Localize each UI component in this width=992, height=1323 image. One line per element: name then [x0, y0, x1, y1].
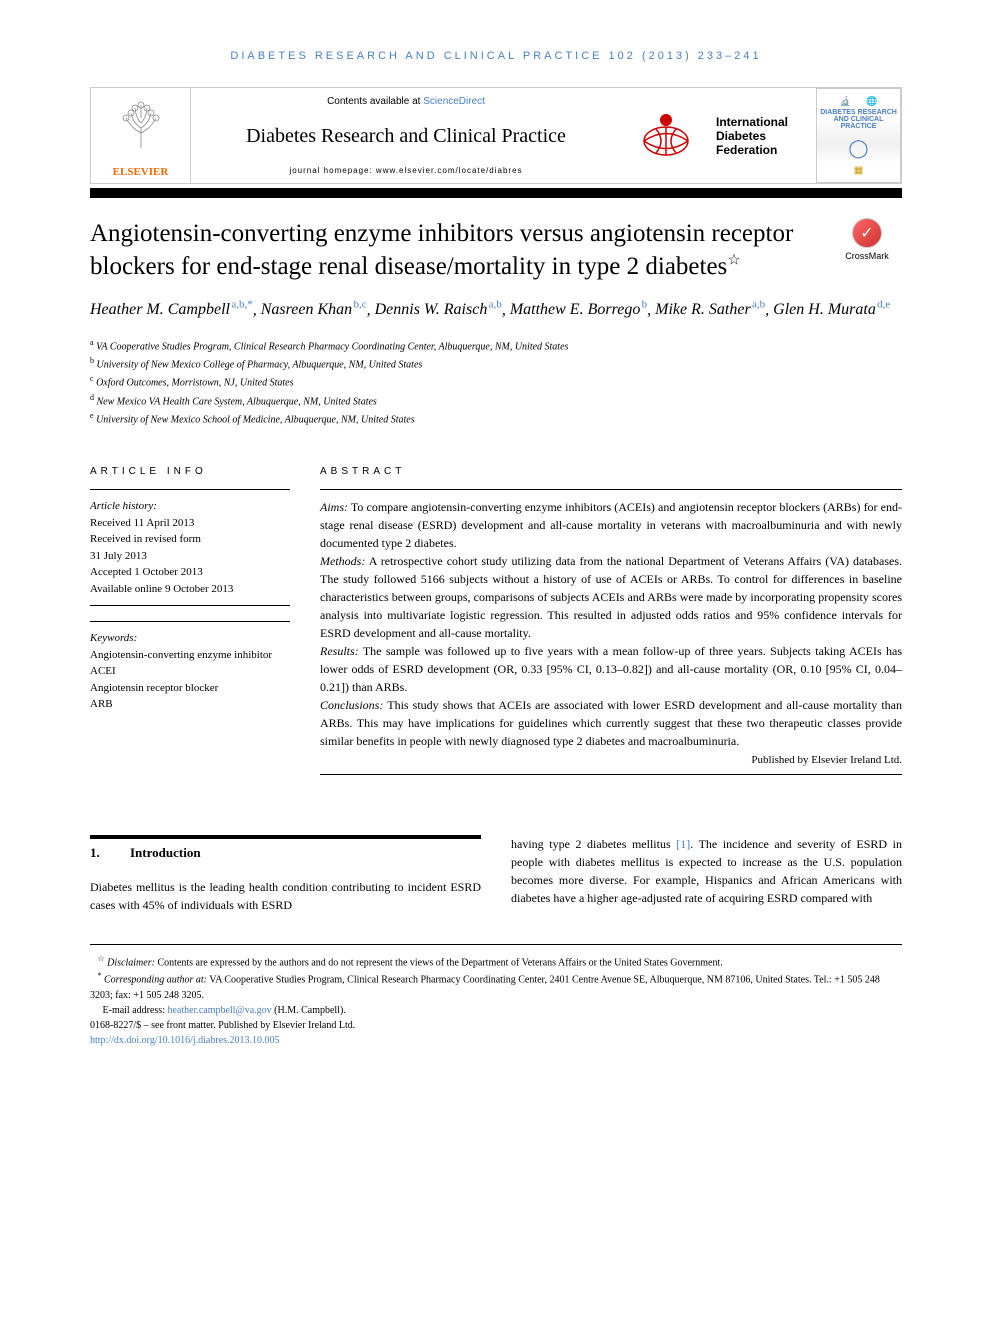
idf-text: International Diabetes Federation	[711, 88, 811, 183]
affiliations: a VA Cooperative Studies Program, Clinic…	[90, 337, 902, 429]
body-column-right: having type 2 diabetes mellitus [1]. The…	[511, 835, 902, 914]
body-para-left: Diabetes mellitus is the leading health …	[90, 878, 481, 914]
journal-homepage: journal homepage: www.elsevier.com/locat…	[199, 166, 613, 175]
idf-line2: Diabetes	[716, 129, 811, 143]
author: Nasreen Khan b,c	[261, 301, 367, 318]
methods-label: Methods:	[320, 554, 365, 568]
journal-name: Diabetes Research and Clinical Practice	[199, 125, 613, 148]
journal-cover-thumb: 🔬 🌐 DIABETES RESEARCH AND CLINICAL PRACT…	[816, 88, 901, 183]
corresponding-footnote: * Corresponding author at: VA Cooperativ…	[90, 970, 902, 1002]
affiliation: b University of New Mexico College of Ph…	[90, 355, 902, 373]
author: Glen H. Murata d,e	[773, 301, 890, 318]
body-right-1: having type 2 diabetes mellitus	[511, 837, 676, 851]
history-label: Article history:	[90, 498, 290, 515]
abstract-body: Aims: To compare angiotensin-converting …	[320, 490, 902, 750]
author: Matthew E. Borrego b	[510, 301, 647, 318]
author: Heather M. Campbell a,b,*	[90, 301, 253, 318]
affiliation: e University of New Mexico School of Med…	[90, 410, 902, 428]
aims-text: To compare angiotensin-converting enzyme…	[320, 500, 902, 550]
idf-line1: International	[716, 115, 811, 129]
section-num: 1.	[90, 843, 130, 863]
sciencedirect-link[interactable]: ScienceDirect	[423, 96, 485, 107]
corr-marker: *	[98, 971, 102, 980]
disclaimer-text: Contents are expressed by the authors an…	[155, 957, 723, 968]
results-label: Results:	[320, 644, 359, 658]
keyword: Angiotensin-converting enzyme inhibitor	[90, 647, 290, 664]
article-history: Article history: Received 11 April 2013 …	[90, 489, 290, 606]
crossmark-icon: ✓	[852, 218, 882, 248]
keywords-label: Keywords:	[90, 630, 290, 647]
running-head: DIABETES RESEARCH AND CLINICAL PRACTICE …	[90, 50, 902, 62]
disclaimer-marker: ☆	[98, 954, 105, 963]
issn-line: 0168-8227/$ – see front matter. Publishe…	[90, 1018, 902, 1033]
affiliation: c Oxford Outcomes, Morristown, NJ, Unite…	[90, 373, 902, 391]
elsevier-tree-icon	[111, 93, 171, 161]
header-divider	[90, 188, 902, 198]
email-footnote: E-mail address: heather.campbell@va.gov …	[90, 1003, 902, 1018]
disclaimer-head: Disclaimer:	[107, 957, 155, 968]
history-online: Available online 9 October 2013	[90, 581, 290, 598]
doi-link[interactable]: http://dx.doi.org/10.1016/j.diabres.2013…	[90, 1035, 280, 1046]
author: Dennis W. Raisch a,b	[375, 301, 502, 318]
footnotes: ☆ Disclaimer: Contents are expressed by …	[90, 944, 902, 1048]
body-column-left: 1.Introduction Diabetes mellitus is the …	[90, 835, 481, 914]
contents-prefix: Contents available at	[327, 96, 423, 107]
history-received: Received 11 April 2013	[90, 515, 290, 532]
article-title: Angiotensin-converting enzyme inhibitors…	[90, 218, 832, 283]
crossmark-badge[interactable]: ✓ CrossMark	[832, 218, 902, 283]
body-para-right: having type 2 diabetes mellitus [1]. The…	[511, 835, 902, 907]
article-info-head: ARTICLE INFO	[90, 448, 290, 489]
journal-info: Contents available at ScienceDirect Diab…	[191, 88, 621, 183]
section-title: Introduction	[130, 845, 201, 860]
history-revised1: Received in revised form	[90, 531, 290, 548]
keywords-block: Keywords: Angiotensin-converting enzyme …	[90, 621, 290, 721]
conclusions-label: Conclusions:	[320, 698, 383, 712]
email-suffix: (H.M. Campbell).	[272, 1005, 346, 1016]
elsevier-logo: ELSEVIER	[91, 88, 191, 183]
abstract-head: ABSTRACT	[320, 448, 902, 489]
publisher-line: Published by Elsevier Ireland Ltd.	[320, 754, 902, 766]
crossmark-label: CrossMark	[845, 251, 889, 261]
keyword: Angiotensin receptor blocker	[90, 680, 290, 697]
corr-text: VA Cooperative Studies Program, Clinical…	[90, 975, 880, 1001]
email-label: E-mail address:	[103, 1005, 168, 1016]
elsevier-label: ELSEVIER	[113, 166, 169, 178]
section-1-heading: 1.Introduction	[90, 835, 481, 863]
corr-head: Corresponding author at:	[104, 975, 207, 986]
disclaimer-footnote: ☆ Disclaimer: Contents are expressed by …	[90, 953, 902, 970]
email-link[interactable]: heather.campbell@va.gov	[167, 1005, 271, 1016]
history-accepted: Accepted 1 October 2013	[90, 564, 290, 581]
affiliation: a VA Cooperative Studies Program, Clinic…	[90, 337, 902, 355]
conclusions-text: This study shows that ACEIs are associat…	[320, 698, 902, 748]
abstract-bottom-rule	[320, 774, 902, 775]
keyword: ACEI	[90, 663, 290, 680]
title-text: Angiotensin-converting enzyme inhibitors…	[90, 220, 793, 280]
methods-text: A retrospective cohort study utilizing d…	[320, 554, 902, 640]
aims-label: Aims:	[320, 500, 348, 514]
keyword: ARB	[90, 696, 290, 713]
cover-title: DIABETES RESEARCH AND CLINICAL PRACTICE	[817, 107, 900, 132]
author: Mike R. Sather a,b	[655, 301, 765, 318]
author-list: Heather M. Campbell a,b,*, Nasreen Khan …	[90, 298, 902, 322]
history-revised2: 31 July 2013	[90, 548, 290, 565]
affiliation: d New Mexico VA Health Care System, Albu…	[90, 392, 902, 410]
ref-1-link[interactable]: [1]	[676, 837, 690, 851]
title-footnote-marker: ☆	[727, 252, 740, 268]
journal-header: ELSEVIER Contents available at ScienceDi…	[90, 87, 902, 184]
idf-line3: Federation	[716, 143, 811, 157]
results-text: The sample was followed up to five years…	[320, 644, 902, 694]
idf-logo-icon	[621, 88, 711, 183]
